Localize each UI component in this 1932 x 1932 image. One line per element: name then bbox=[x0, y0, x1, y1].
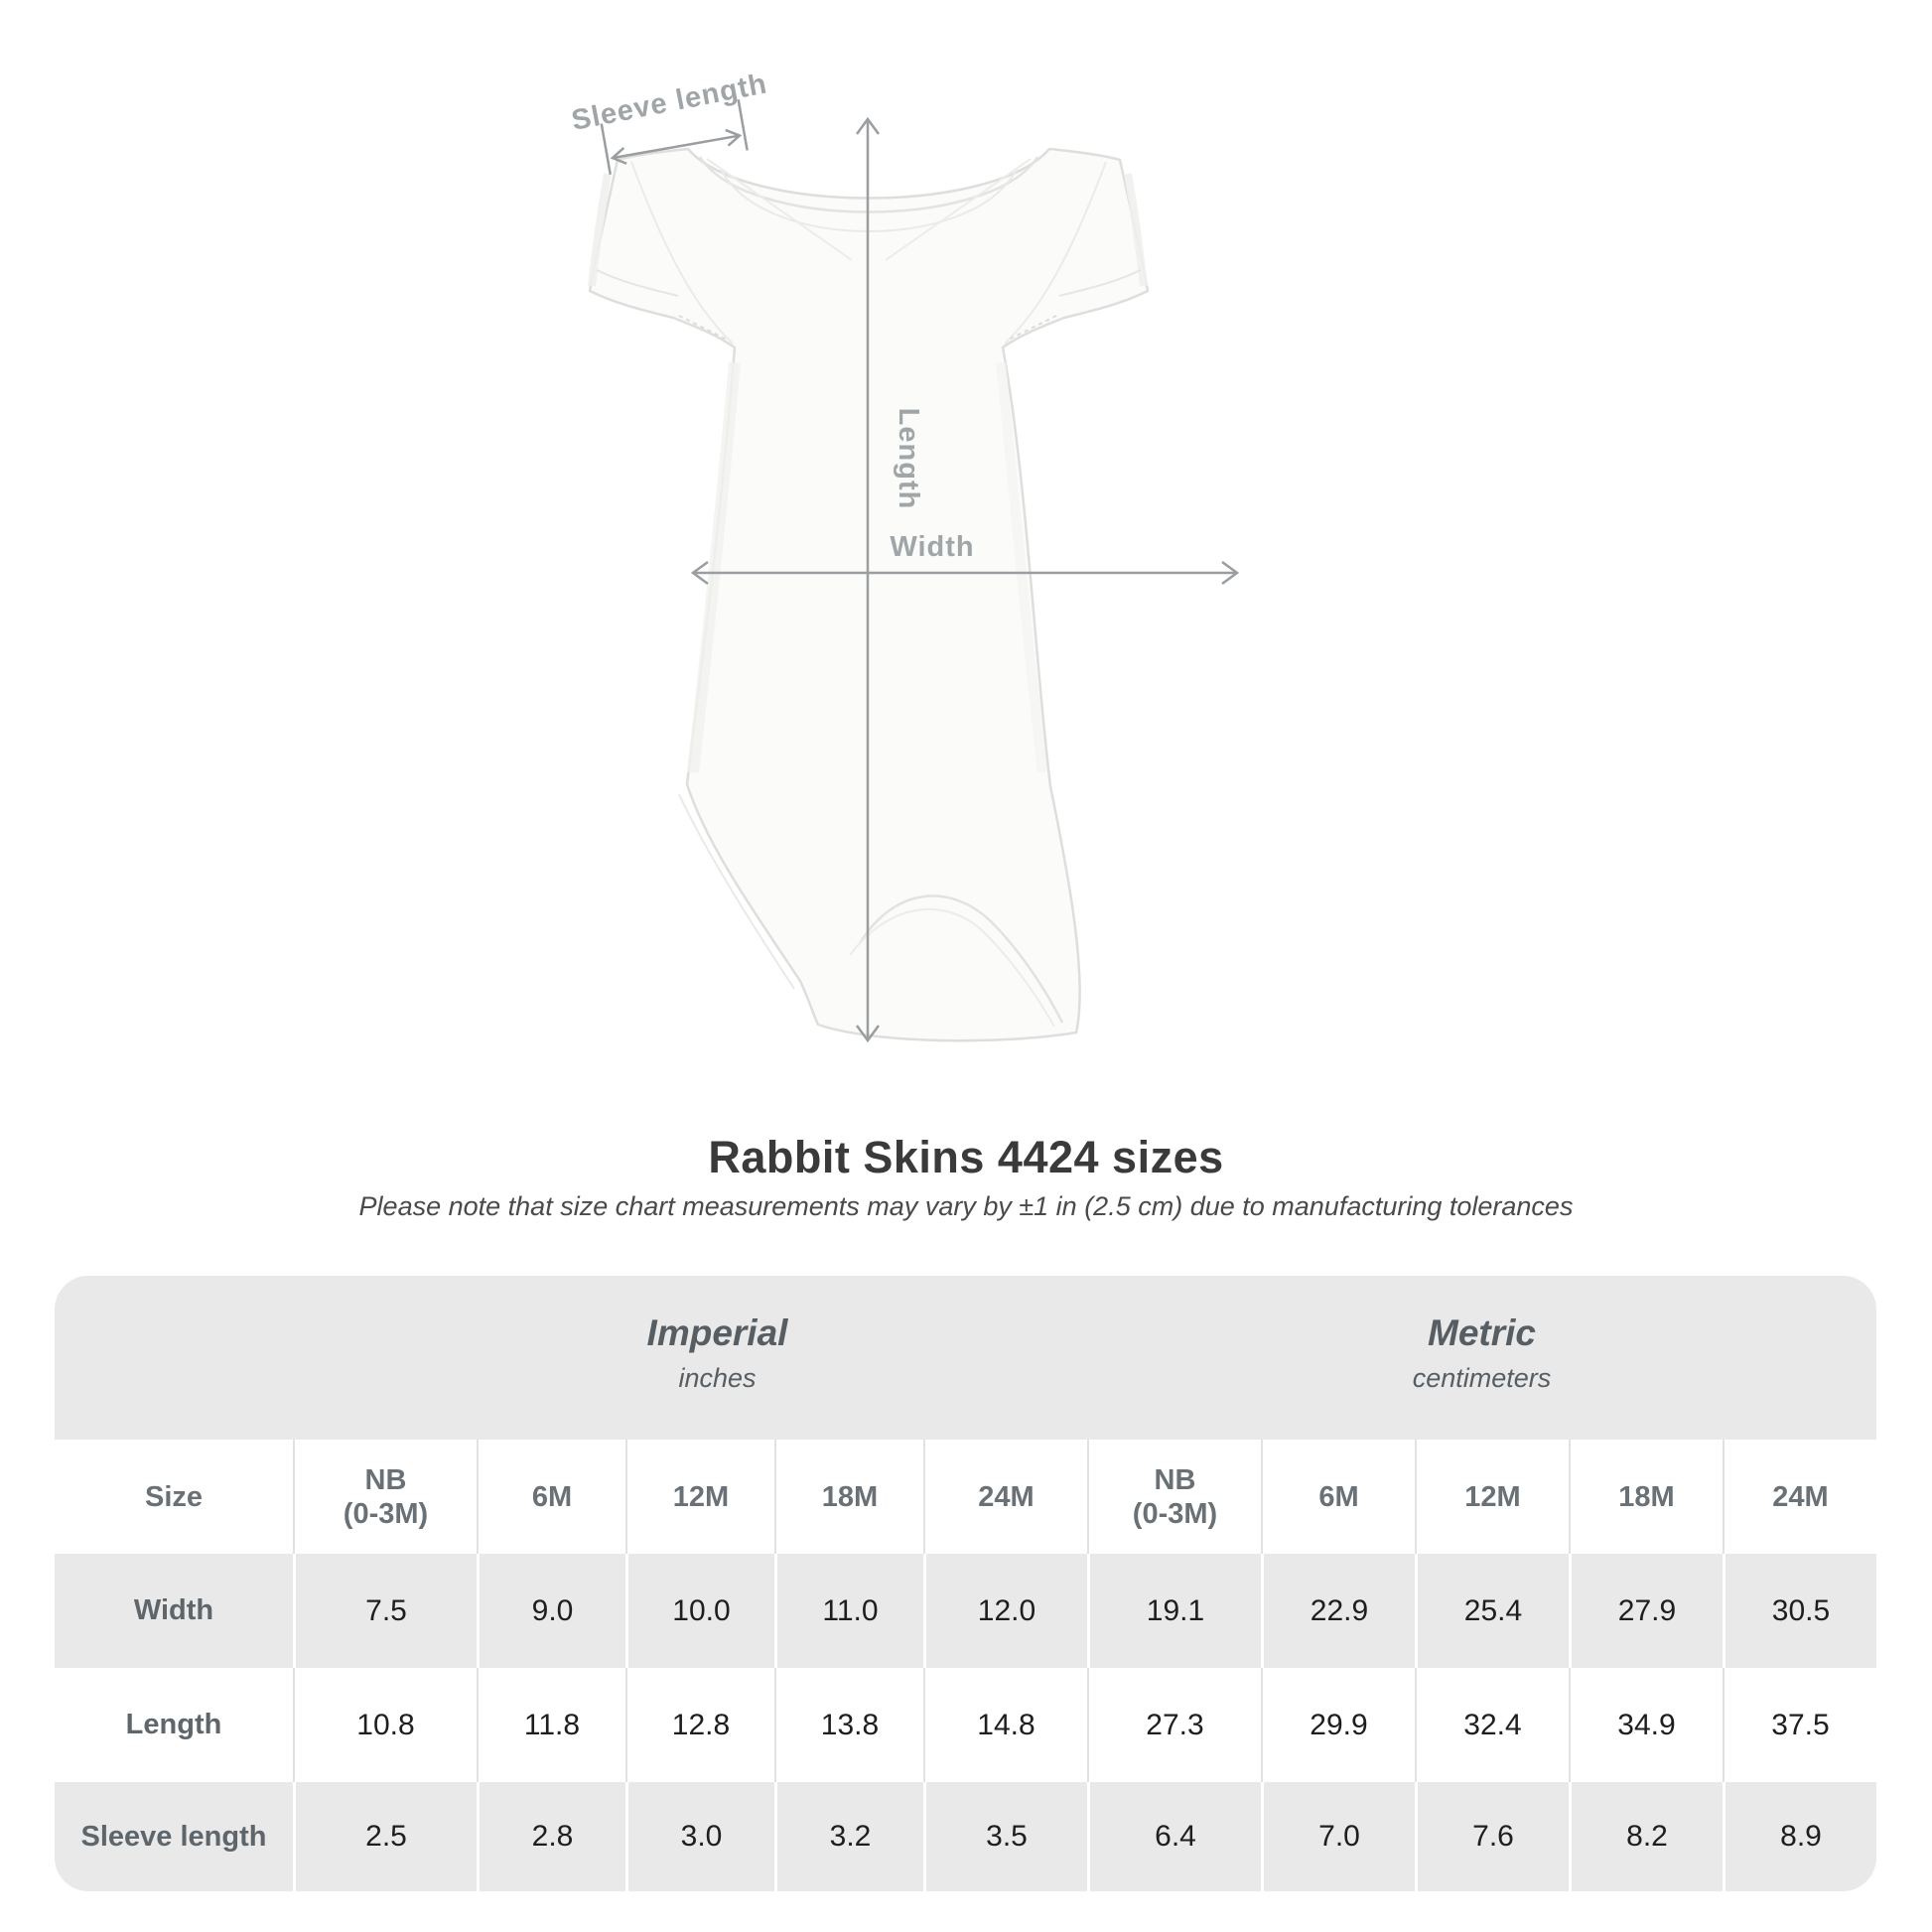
size-header-row: Size NB (0-3M) 6M 12M 18M 24M NB (0-3M) … bbox=[55, 1440, 1876, 1554]
width-6m-imperial: 9.0 bbox=[477, 1554, 625, 1668]
length-6m-metric: 29.9 bbox=[1261, 1668, 1415, 1782]
unit-group-row: Imperial inches Metric centimeters bbox=[55, 1276, 1876, 1440]
imperial-unit: inches bbox=[678, 1362, 757, 1393]
size-col-header-nb-imperial: NB (0-3M) bbox=[293, 1440, 477, 1554]
width-label: Width bbox=[890, 531, 974, 563]
neck-flap-seam-left bbox=[706, 158, 853, 261]
sleeve-dimension-line bbox=[600, 99, 749, 175]
size-col-header-18m-metric: 18M bbox=[1569, 1440, 1723, 1554]
length-nb-metric: 27.3 bbox=[1087, 1668, 1261, 1782]
left-armhole-seam bbox=[630, 161, 734, 345]
sleeve-nb-metric: 6.4 bbox=[1087, 1782, 1261, 1891]
size-col-header-6m-metric: 6M bbox=[1261, 1440, 1415, 1554]
width-12m-metric: 25.4 bbox=[1415, 1554, 1569, 1668]
sleeve-12m-metric: 7.6 bbox=[1415, 1782, 1569, 1891]
table-row-length: Length 10.8 11.8 12.8 13.8 14.8 27.3 29.… bbox=[55, 1668, 1876, 1782]
right-cuff-hem bbox=[1058, 269, 1142, 297]
sleeve-18m-imperial: 3.2 bbox=[774, 1782, 923, 1891]
crotch-flap-binding-outer bbox=[858, 895, 1064, 1024]
length-dimension-line bbox=[855, 116, 881, 1043]
length-nb-imperial: 10.8 bbox=[293, 1668, 477, 1782]
row-label-length: Length bbox=[125, 1709, 222, 1740]
length-12m-metric: 32.4 bbox=[1415, 1668, 1569, 1782]
sleeve-6m-metric: 7.0 bbox=[1261, 1782, 1415, 1891]
width-18m-imperial: 11.0 bbox=[774, 1554, 923, 1668]
table-corner-cell bbox=[55, 1276, 347, 1440]
sleeve-length-label: Sleeve length bbox=[569, 68, 769, 137]
width-12m-imperial: 10.0 bbox=[625, 1554, 774, 1668]
size-table: Imperial inches Metric centimeters Size … bbox=[55, 1276, 1876, 1891]
length-6m-imperial: 11.8 bbox=[477, 1668, 625, 1782]
row-label-width: Width bbox=[133, 1594, 214, 1626]
length-24m-imperial: 14.8 bbox=[923, 1668, 1087, 1782]
left-cuff-hem bbox=[596, 269, 679, 297]
size-col-header-18m-imperial: 18M bbox=[774, 1440, 923, 1554]
width-24m-imperial: 12.0 bbox=[923, 1554, 1087, 1668]
size-col-header-24m-imperial: 24M bbox=[923, 1440, 1087, 1554]
row-label-sleeve-length: Sleeve length bbox=[80, 1820, 267, 1853]
imperial-label: Imperial bbox=[646, 1311, 788, 1353]
metric-unit: centimeters bbox=[1412, 1362, 1552, 1393]
length-label: Length bbox=[893, 408, 924, 510]
crotch-flap-binding-inner bbox=[849, 907, 1055, 1028]
right-armhole-seam bbox=[1004, 161, 1107, 345]
sleeve-6m-imperial: 2.8 bbox=[477, 1782, 625, 1891]
tolerance-note: Please note that size chart measurements… bbox=[358, 1191, 1574, 1221]
width-18m-metric: 27.9 bbox=[1569, 1554, 1723, 1668]
sleeve-24m-metric: 8.9 bbox=[1723, 1782, 1876, 1891]
length-18m-imperial: 13.8 bbox=[774, 1668, 923, 1782]
length-18m-metric: 34.9 bbox=[1569, 1668, 1723, 1782]
width-nb-imperial: 7.5 bbox=[293, 1554, 477, 1668]
width-nb-metric: 19.1 bbox=[1087, 1554, 1261, 1668]
table-row-width: Width 7.5 9.0 10.0 11.0 12.0 19.1 22.9 2… bbox=[55, 1554, 1876, 1668]
metric-label: Metric bbox=[1428, 1311, 1536, 1353]
size-col-header-12m-imperial: 12M bbox=[625, 1440, 774, 1554]
sleeve-18m-metric: 8.2 bbox=[1569, 1782, 1723, 1891]
imperial-group-header: Imperial inches bbox=[347, 1276, 1087, 1440]
size-col-header-nb-metric: NB (0-3M) bbox=[1087, 1440, 1261, 1554]
neck-flap-seam-right bbox=[885, 158, 1032, 261]
dimension-annotations bbox=[600, 99, 1240, 1043]
page-title: Rabbit Skins 4424 sizes bbox=[708, 1132, 1224, 1182]
table-row-sleeve-length: Sleeve length 2.5 2.8 3.0 3.2 3.5 6.4 7.… bbox=[55, 1782, 1876, 1891]
width-24m-metric: 30.5 bbox=[1723, 1554, 1876, 1668]
size-header: Size bbox=[144, 1480, 204, 1513]
metric-group-header: Metric centimeters bbox=[1087, 1276, 1876, 1440]
size-col-header-12m-metric: 12M bbox=[1415, 1440, 1569, 1554]
sleeve-24m-imperial: 3.5 bbox=[923, 1782, 1087, 1891]
onesie-diagram: Sleeve length Length Width bbox=[569, 68, 1240, 1043]
sleeve-12m-imperial: 3.0 bbox=[625, 1782, 774, 1891]
width-dimension-line bbox=[690, 560, 1240, 586]
sleeve-nb-imperial: 2.5 bbox=[293, 1782, 477, 1891]
left-leg-binding bbox=[678, 793, 795, 990]
width-6m-metric: 22.9 bbox=[1261, 1554, 1415, 1668]
length-24m-metric: 37.5 bbox=[1723, 1668, 1876, 1782]
size-col-header-24m-metric: 24M bbox=[1723, 1440, 1876, 1554]
length-12m-imperial: 12.8 bbox=[625, 1668, 774, 1782]
size-col-header-6m-imperial: 6M bbox=[477, 1440, 625, 1554]
